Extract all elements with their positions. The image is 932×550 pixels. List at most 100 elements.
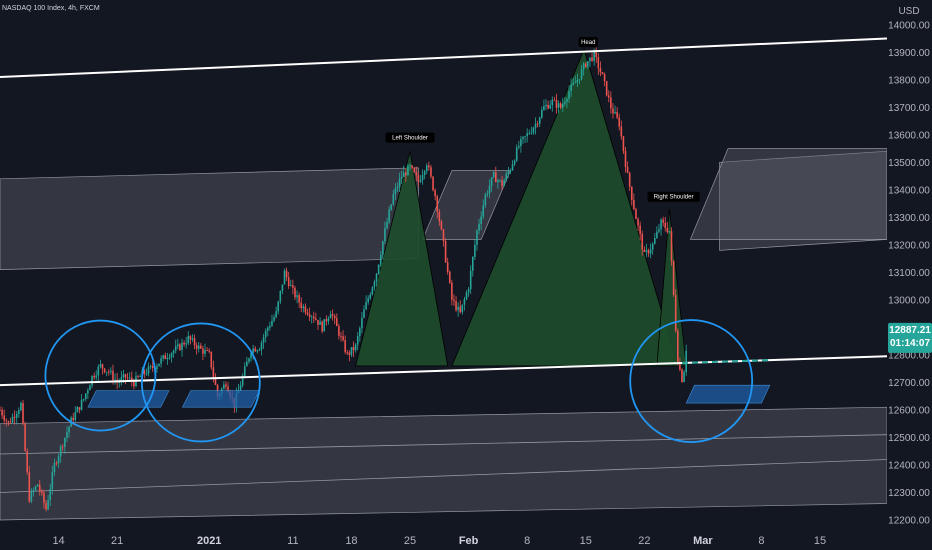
- candle-body: [269, 325, 271, 328]
- highlight-circle-2: [140, 322, 261, 443]
- candle-body: [582, 63, 585, 70]
- y-tick-label: 13600.00: [888, 130, 930, 141]
- candle-body: [285, 270, 288, 278]
- candle-body: [89, 385, 91, 391]
- candle-body: [568, 90, 570, 99]
- y-tick-label: 13900.00: [888, 48, 930, 59]
- candle-body: [359, 328, 361, 337]
- candle-body: [350, 347, 353, 355]
- candle-body: [428, 165, 430, 168]
- candle-body: [616, 112, 618, 118]
- candle-body: [576, 80, 579, 83]
- candle-body: [465, 292, 468, 300]
- y-tick-label: 13300.00: [888, 213, 930, 224]
- candle-body: [672, 260, 675, 296]
- time-axis-panel[interactable]: [0, 531, 932, 550]
- candle-body: [166, 357, 169, 360]
- candle-body: [28, 472, 31, 502]
- candle-body: [223, 384, 225, 389]
- candle-body: [164, 355, 167, 360]
- candle-body: [105, 371, 108, 373]
- candle-body: [304, 306, 307, 313]
- candle-body: [296, 295, 298, 298]
- candle-body: [112, 370, 114, 381]
- candle-body: [126, 377, 129, 379]
- candle-body: [482, 205, 485, 217]
- candle-body: [528, 133, 531, 135]
- candle-body: [212, 367, 215, 377]
- candle-body: [78, 407, 81, 410]
- candle-body: [507, 171, 510, 174]
- candle-body: [147, 366, 150, 374]
- candle-body: [541, 110, 543, 118]
- candle-body: [668, 231, 671, 233]
- x-tick-label: 8: [758, 535, 764, 547]
- chart-title: NASDAQ 100 Index, 4h, FXCM: [2, 5, 100, 12]
- candle-body: [438, 211, 441, 222]
- candle-body: [547, 104, 549, 109]
- candle-body: [620, 126, 623, 137]
- neckline: [0, 355, 888, 387]
- candle-body: [442, 229, 445, 241]
- support-zone-1: [87, 390, 170, 408]
- candle-body: [122, 374, 125, 378]
- candle-body: [352, 347, 355, 351]
- candle-body: [670, 231, 673, 261]
- candle-body: [189, 336, 192, 340]
- candle-body: [72, 417, 75, 421]
- candle-body: [405, 172, 407, 176]
- candle-body: [635, 209, 637, 220]
- candle-body: [292, 285, 294, 288]
- candle-body: [3, 415, 5, 421]
- candle-body: [317, 320, 319, 325]
- highlight-circle-3: [629, 319, 754, 443]
- candle-body: [417, 175, 420, 182]
- candle-body: [145, 373, 148, 375]
- candle-body: [367, 298, 369, 303]
- label-right-shoulder: Right Shoulder: [654, 195, 694, 201]
- candle-body: [526, 133, 528, 137]
- candle-body: [177, 344, 179, 347]
- price-axis-panel[interactable]: [887, 0, 932, 550]
- y-tick-label: 14000.00: [888, 20, 930, 31]
- candle-body: [248, 358, 250, 362]
- candle-body: [103, 368, 106, 373]
- candle-body: [679, 364, 681, 370]
- candle-body: [589, 57, 591, 62]
- candle-body: [423, 171, 426, 175]
- candle-body: [461, 304, 464, 313]
- candle-body: [593, 51, 595, 61]
- x-tick-label: 11: [287, 535, 298, 547]
- highlight-circles: [44, 319, 771, 443]
- candle-body: [503, 180, 505, 187]
- candle-body: [241, 375, 244, 386]
- candle-body: [101, 364, 104, 369]
- y-tick-label: 12600.00: [888, 405, 930, 416]
- candle-body: [478, 223, 480, 231]
- candle-body: [614, 112, 616, 114]
- candle-body: [645, 250, 648, 252]
- pattern-labels: Left Shoulder Head Right Shoulder: [385, 37, 700, 202]
- candle-body: [323, 319, 326, 332]
- candle-body: [415, 172, 418, 176]
- candle-body: [522, 136, 524, 140]
- support-zone-3: [685, 384, 771, 404]
- candle-body: [570, 84, 572, 91]
- candle-body: [18, 410, 20, 414]
- candle-body: [336, 318, 338, 327]
- candle-body: [264, 330, 267, 338]
- label-bg-head: [578, 37, 598, 48]
- candle-body: [630, 186, 633, 200]
- candle-body: [612, 108, 614, 114]
- candle-body: [227, 386, 229, 393]
- candlesticks: [0, 47, 687, 512]
- candle-body: [605, 80, 608, 96]
- candle-body: [13, 416, 16, 418]
- candle-body: [545, 104, 547, 107]
- candle-body: [156, 366, 158, 370]
- shaded-band-1: [0, 167, 419, 270]
- candle-body: [643, 249, 646, 252]
- candle-body: [20, 403, 22, 411]
